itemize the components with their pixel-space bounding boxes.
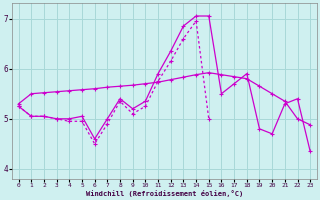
X-axis label: Windchill (Refroidissement éolien,°C): Windchill (Refroidissement éolien,°C) xyxy=(86,190,243,197)
